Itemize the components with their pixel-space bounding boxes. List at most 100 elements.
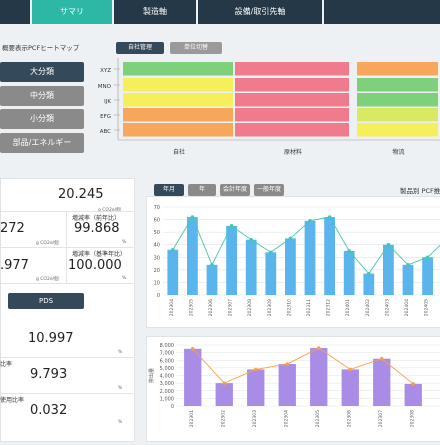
category-medium-button[interactable]: 中分類 [0, 86, 84, 106]
x-tick-label: 202306 [208, 299, 214, 316]
rate-prev-value: 99.868 [74, 221, 120, 236]
y-tick-label: 0 [171, 404, 174, 410]
pds-button[interactable]: PDS [8, 293, 84, 309]
x-tick-label: 202305 [315, 410, 321, 427]
series-point [386, 242, 391, 247]
y-tick-label: 8,000 [160, 343, 174, 349]
series-point [425, 255, 430, 260]
rate-prev-unit: % [122, 240, 127, 245]
chart-bar [422, 257, 433, 295]
chart-bar [404, 383, 422, 406]
divider [0, 283, 133, 284]
period-fiscal-button[interactable]: 会計年度 [220, 184, 250, 196]
kpi-panel [0, 178, 135, 442]
category-large-button[interactable]: 大分類 [0, 62, 84, 82]
category-parts-energy-button[interactable]: 部品/エネルギー [0, 133, 84, 153]
y-tick-label: 10 [154, 280, 160, 286]
unit-toggle-button[interactable]: 単位切替 [170, 42, 222, 54]
tab-manufacturing[interactable]: 製造軸 [114, 0, 196, 24]
chart-bar [187, 217, 198, 295]
x-tick-label: 202311 [306, 299, 312, 316]
y-axis-label: 排出量 [148, 368, 155, 383]
ratio-label: 比率 [0, 361, 13, 368]
period-year-button[interactable]: 年 [188, 184, 216, 196]
chart-bar [247, 369, 265, 406]
heatmap-column-label: 原材料 [284, 148, 302, 156]
heatmap-cell [123, 62, 233, 76]
series-point [316, 346, 321, 350]
x-tick-label: 202310 [286, 299, 292, 316]
y-tick-label: 1,000 [160, 396, 174, 402]
tab-home[interactable] [0, 0, 30, 24]
chart-bar [343, 251, 355, 295]
series-point [269, 250, 273, 255]
heatmap-cell [357, 78, 438, 92]
chart-title: 製品別 PCF推 [400, 187, 440, 195]
y-tick-label: 20 [154, 268, 160, 274]
rate-prev-label: 増減率（前年比） [72, 215, 121, 222]
x-tick-label: 202401 [345, 299, 351, 316]
pcf-trend-panel: 0 10 20 30 40 50 60 70 202304 202305 202306 202307 2… [146, 196, 440, 328]
heatmap-cell [357, 108, 438, 122]
category-small-button[interactable]: 小分類 [0, 109, 84, 129]
chart-bar [206, 264, 218, 295]
x-tick-label: 202303 [252, 410, 258, 427]
divider [0, 357, 133, 358]
series-point [406, 263, 410, 267]
heatmap-cell [357, 93, 438, 107]
usage-label: 使用比率 [0, 397, 25, 404]
period-month-button[interactable]: 年月 [154, 184, 184, 196]
ratio-value: 9.793 [30, 367, 68, 382]
chart-bar [278, 364, 296, 406]
series-point [347, 249, 351, 253]
x-tick-label: 202307 [378, 410, 384, 427]
chart-bar [363, 273, 375, 295]
total-pcf-value: 20.245 [58, 187, 104, 202]
breadcrumb: 概要表示 [2, 44, 28, 52]
series-point [285, 362, 290, 366]
series-line [192, 347, 414, 385]
heatmap-cell [123, 123, 233, 137]
period-general-button[interactable]: 一般年度 [254, 184, 284, 196]
y-tick-label: 60 [154, 218, 160, 224]
chart-bar [341, 369, 359, 406]
usage-value: 0.032 [30, 403, 68, 418]
y-tick-label: 4,000 [160, 374, 174, 380]
kpi-unit-2: g CO2e/個 [36, 277, 59, 282]
chart-bar [285, 238, 296, 295]
kpi-unit-1: g CO2e/個 [36, 241, 59, 246]
y-tick-label: 70 [154, 205, 160, 211]
total-pcf-unit: g CO2e/個 [98, 207, 121, 213]
y-tick-label: 5,000 [160, 366, 174, 372]
company-toggle-button[interactable]: 自社管理 [116, 42, 164, 54]
heatmap-row-label: XYZ [100, 68, 111, 74]
heatmap-cell [235, 93, 349, 107]
series-point [190, 347, 195, 351]
x-tick-label: 202405 [424, 299, 430, 316]
series-point [229, 224, 234, 228]
chart-bar [402, 264, 414, 295]
series-point [308, 219, 312, 223]
chart-bar [226, 225, 237, 295]
kpi-value-1: 272 [0, 221, 25, 236]
series-point [379, 356, 384, 361]
chart-bar [304, 220, 316, 295]
rate-base-unit: % [122, 276, 127, 281]
divider [0, 393, 133, 394]
tab-extra[interactable] [324, 0, 440, 24]
pds-unit: % [118, 350, 123, 355]
heatmap-row-label: IJK [104, 99, 111, 105]
y-tick-label: 40 [154, 243, 160, 249]
tab-summary[interactable]: サマリ [32, 0, 112, 24]
chart-bar [310, 348, 328, 406]
chart-bar [373, 358, 391, 406]
x-tick-label: 202403 [384, 299, 390, 316]
x-tick-label: 202305 [188, 299, 194, 316]
pcf-trend-chart: 0 10 20 30 40 50 60 70 202304 202305 202306 202307 2… [154, 205, 440, 316]
series-point [190, 215, 195, 219]
heatmap-cell [123, 108, 233, 122]
chart-bar [265, 252, 277, 295]
series-point [348, 367, 353, 372]
tab-equipment-supplier[interactable]: 設備/取引先軸 [198, 0, 322, 24]
